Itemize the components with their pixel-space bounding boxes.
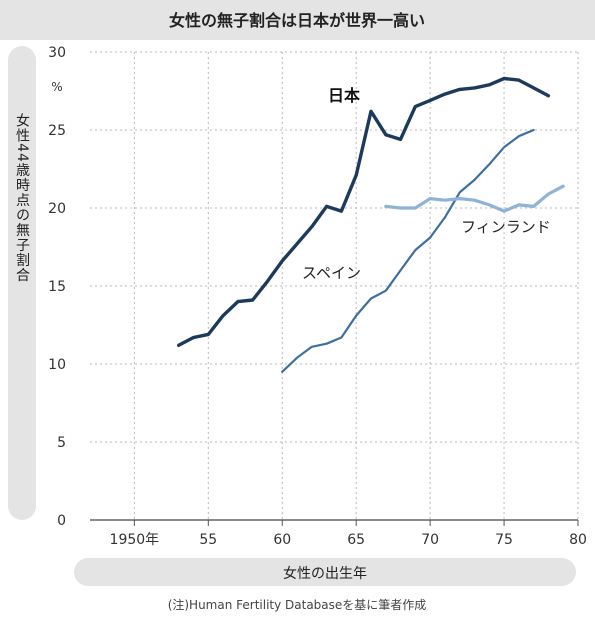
axes xyxy=(90,519,579,526)
y-unit-label: % xyxy=(51,80,62,94)
series-label-spain: スペイン xyxy=(302,264,361,282)
series-lines xyxy=(176,76,565,373)
x-tick-label: 75 xyxy=(495,532,513,548)
y-tick-label: 5 xyxy=(57,435,66,451)
series-label-finland: フィンランド xyxy=(461,218,551,236)
series-line-spain xyxy=(281,128,535,373)
y-tick-label: 15 xyxy=(48,279,66,295)
x-tick-label: 80 xyxy=(569,532,587,548)
x-tick-label: 70 xyxy=(421,532,439,548)
x-tick-label: 65 xyxy=(347,532,365,548)
y-tick-label: 0 xyxy=(57,513,66,529)
y-axis-label: 女性44歳時点の無子割合 xyxy=(14,112,30,283)
series-label-japan: 日本 xyxy=(328,86,360,105)
grid xyxy=(90,51,579,520)
series-line-finland xyxy=(384,184,565,213)
x-tick-label: 1950年 xyxy=(110,532,160,548)
y-axis-label-pill xyxy=(8,46,36,520)
y-tick-label: 30 xyxy=(48,45,66,61)
y-axis-label-text: 女性44歳時点の無子割合 xyxy=(14,112,30,283)
x-axis-label-pill xyxy=(74,558,576,586)
x-axis-label: 女性の出生年 xyxy=(283,565,367,582)
title-banner xyxy=(0,0,595,40)
plot-area xyxy=(90,52,578,520)
y-tick-label: 20 xyxy=(48,201,66,217)
tick-labels: 0 5 10 15 20 25 30 1950年 55 60 65 70 75 80 xyxy=(48,45,587,548)
x-tick-label: 60 xyxy=(273,532,291,548)
series-line-japan xyxy=(176,76,551,347)
chart-title: 女性の無子割合は日本が世界一高い xyxy=(169,11,425,30)
source-note: (注)Human Fertility Databaseを基に筆者作成 xyxy=(168,597,427,612)
x-tick-label: 55 xyxy=(199,532,217,548)
y-tick-label: 25 xyxy=(48,123,66,139)
y-tick-label: 10 xyxy=(48,357,66,373)
